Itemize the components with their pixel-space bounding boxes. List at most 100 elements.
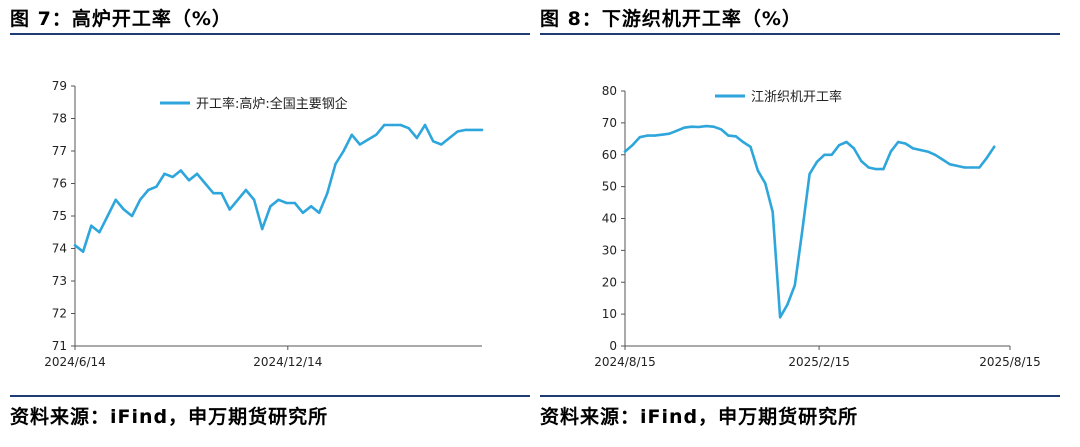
data-point — [653, 134, 656, 137]
y-tick-label: 0 — [609, 339, 617, 353]
data-point — [727, 134, 730, 137]
data-point — [293, 201, 296, 205]
series-line — [73, 123, 484, 253]
data-point — [204, 182, 207, 185]
data-point — [837, 144, 841, 147]
figure-8-top-rule — [540, 33, 1060, 35]
data-point — [383, 123, 386, 127]
data-point — [179, 169, 182, 172]
data-point — [106, 214, 109, 218]
y-tick-label: 40 — [602, 212, 617, 226]
y-tick-label: 60 — [602, 148, 617, 162]
y-tick-label: 80 — [602, 84, 617, 98]
data-point — [277, 198, 280, 201]
data-point — [212, 192, 215, 195]
y-tick-label: 72 — [52, 307, 67, 321]
data-point — [309, 205, 313, 208]
figure-7-source: 资料来源：iFind，申万期货研究所 — [10, 406, 329, 428]
data-point — [432, 140, 435, 143]
x-tick-label: 2024/8/15 — [594, 355, 656, 369]
data-point — [114, 198, 117, 201]
data-point — [734, 135, 737, 138]
data-point — [638, 136, 641, 139]
data-point — [911, 147, 915, 150]
x-tick-label: 2025/8/15 — [979, 355, 1041, 369]
data-point — [480, 128, 484, 132]
data-point — [98, 231, 101, 234]
data-point — [301, 211, 305, 214]
data-point — [81, 250, 85, 253]
data-point — [882, 167, 885, 171]
data-point — [244, 188, 248, 192]
data-point — [147, 188, 150, 192]
blast-furnace-chart: 71 72 73 74 75 76 77 78 79 2024/6/14 2024/12/14 开工率… — [44, 79, 484, 369]
data-point — [358, 143, 362, 146]
data-point — [187, 179, 191, 182]
data-point — [719, 128, 723, 131]
loom-operating-rate-chart: 0 10 20 30 40 50 60 70 80 2024/8/15 2025/2/15 2025/… — [594, 84, 1041, 369]
figure-8-bottom-rule — [540, 395, 1060, 397]
y-tick-label: 70 — [602, 116, 617, 130]
data-point — [375, 133, 378, 136]
data-point — [399, 123, 402, 127]
x-tick-label: 2024/12/14 — [253, 355, 322, 369]
data-point — [741, 140, 745, 144]
data-point — [195, 172, 199, 175]
figure-7-top-rule — [10, 33, 530, 35]
data-point — [823, 153, 826, 156]
data-point — [978, 166, 981, 169]
data-point — [793, 284, 796, 287]
data-point — [350, 133, 353, 136]
data-point — [830, 153, 833, 156]
data-point — [660, 133, 664, 136]
data-point — [407, 127, 410, 130]
data-point — [808, 172, 811, 176]
data-point — [933, 153, 937, 156]
data-point — [970, 166, 974, 169]
data-point — [269, 205, 272, 208]
data-point — [440, 143, 443, 146]
data-point — [867, 166, 870, 169]
data-point — [764, 182, 767, 185]
data-point — [623, 150, 627, 153]
data-point — [668, 132, 671, 135]
data-point — [220, 192, 223, 195]
data-point — [889, 150, 892, 153]
data-point — [919, 148, 922, 152]
y-tick-label: 74 — [52, 242, 67, 256]
data-point — [786, 303, 789, 306]
y-tick-label: 78 — [52, 112, 67, 126]
data-point — [252, 198, 256, 201]
x-tick-label: 2025/2/15 — [788, 355, 850, 369]
y-tick-label: 75 — [52, 209, 67, 223]
y-tick-label: 50 — [602, 180, 617, 194]
data-point — [646, 134, 649, 137]
data-point — [285, 201, 288, 205]
y-tick-label: 79 — [52, 79, 67, 93]
data-point — [897, 140, 900, 144]
data-point — [985, 156, 988, 160]
data-point — [448, 136, 451, 140]
data-point — [690, 125, 693, 128]
data-point — [464, 128, 467, 132]
data-point — [675, 129, 678, 132]
data-point — [749, 145, 752, 148]
data-point — [423, 123, 427, 127]
data-point — [171, 175, 174, 179]
data-point — [956, 164, 959, 168]
data-point — [318, 211, 321, 214]
figure-7-title: 图 7：高炉开工率（%） — [10, 8, 232, 30]
data-point — [472, 128, 476, 132]
data-point — [941, 158, 944, 161]
data-point — [631, 144, 634, 147]
legend-label: 开工率:高炉:全国主要钢企 — [196, 96, 348, 112]
data-point — [860, 159, 863, 163]
data-point — [122, 208, 126, 211]
data-point — [815, 160, 819, 163]
data-point — [326, 192, 329, 195]
data-point — [391, 123, 394, 127]
data-point — [342, 149, 345, 153]
data-point — [138, 198, 142, 201]
data-point — [236, 198, 239, 201]
data-point — [456, 130, 459, 133]
